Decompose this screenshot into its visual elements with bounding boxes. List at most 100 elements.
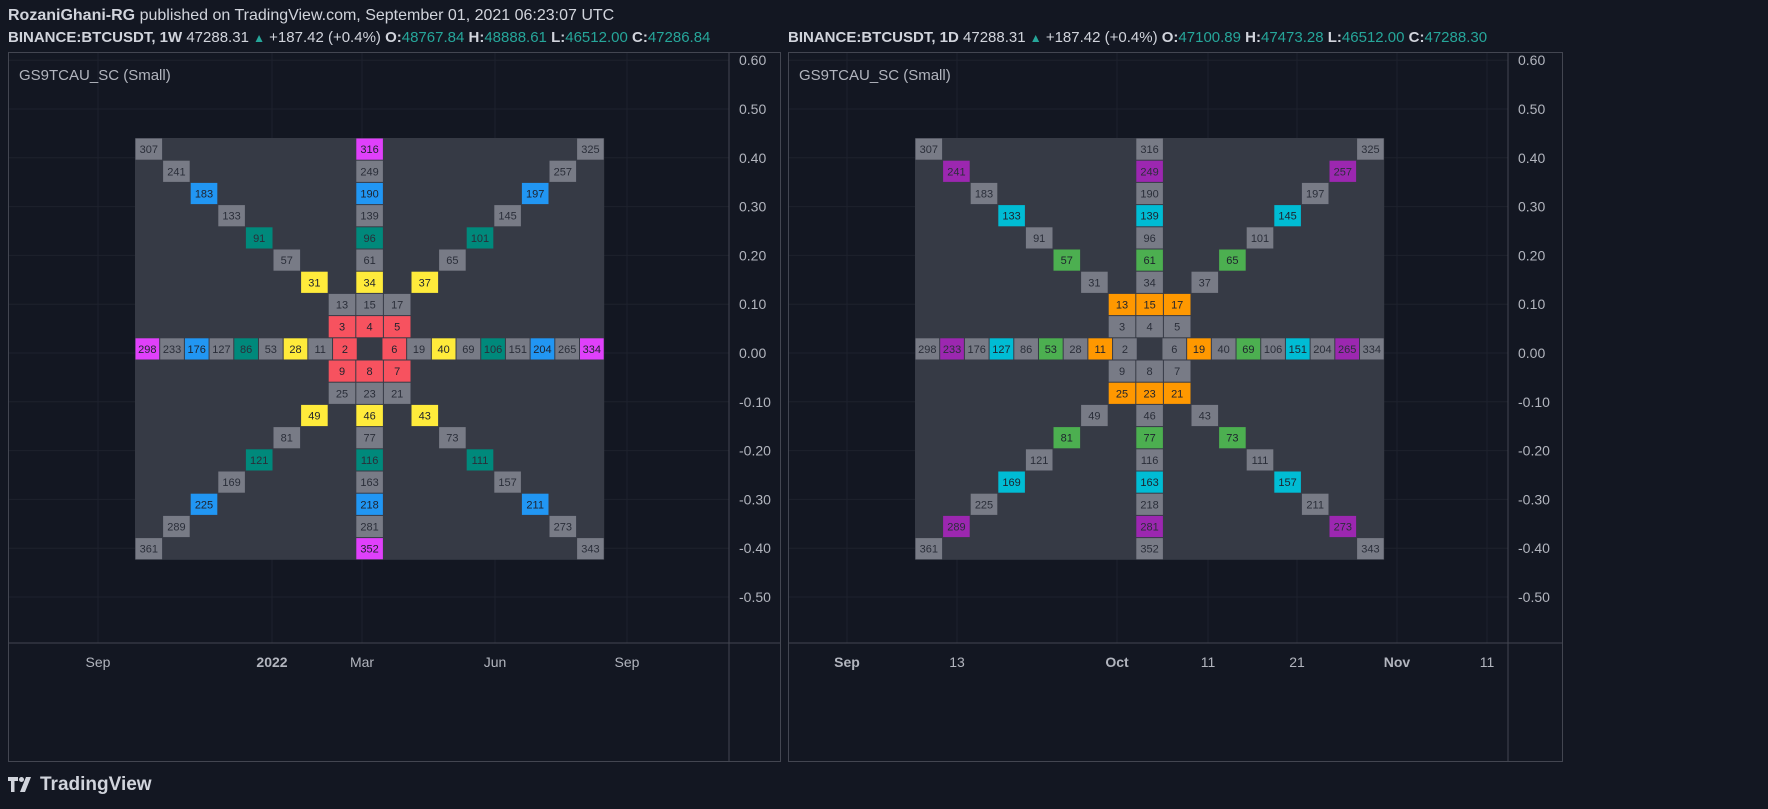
left-quote-line: BINANCE:BTCUSDT, 1W 47288.31 ▲ +187.42 (… — [8, 29, 710, 46]
table-cell-value: 37 — [419, 277, 431, 289]
left-close: 47286.84 — [647, 29, 711, 46]
table-cell-value: 145 — [498, 211, 516, 223]
right-indicator-label[interactable]: GS9TCAU_SC (Small) — [799, 67, 951, 84]
table-cell — [301, 404, 328, 427]
table-cell — [1025, 227, 1053, 249]
table-cell — [245, 227, 273, 249]
table-cell-value: 65 — [446, 255, 458, 267]
table-cell-value: 176 — [968, 344, 986, 356]
table-cell — [466, 449, 494, 471]
table-cell-value: 343 — [1361, 544, 1379, 556]
table-cell-value: 265 — [558, 344, 576, 356]
table-cell — [1108, 316, 1136, 338]
x-tick-label: Jun — [484, 654, 507, 670]
table-cell — [943, 515, 970, 538]
table-cell-value: 241 — [167, 166, 185, 178]
table-cell-value: 73 — [1226, 433, 1238, 445]
table-cell-value: 183 — [975, 189, 993, 201]
y-tick-label: -0.10 — [1518, 394, 1550, 410]
y-tick-label: 0.30 — [1518, 199, 1545, 215]
left-open: 48767.84 — [401, 29, 465, 46]
table-cell-value: 17 — [1171, 300, 1183, 312]
up-arrow-icon: ▲ — [253, 31, 265, 45]
right-quote-line: BINANCE:BTCUSDT, 1D 47288.31 ▲ +187.42 (… — [788, 29, 1487, 46]
table-cell — [356, 360, 383, 382]
table-cell — [521, 182, 549, 205]
table-cell — [549, 160, 577, 182]
table-cell-value: 116 — [1141, 455, 1159, 467]
table-cell-value: 28 — [289, 344, 301, 356]
left-indicator-label[interactable]: GS9TCAU_SC (Small) — [19, 67, 171, 84]
table-cell-value: 111 — [472, 455, 489, 467]
right-high: 47473.28 — [1261, 29, 1324, 46]
table-cell — [383, 316, 411, 338]
table-cell-value: 2 — [1122, 344, 1128, 356]
table-cell-value: 139 — [1140, 211, 1158, 223]
table-cell — [580, 338, 604, 360]
table-cell — [383, 382, 411, 404]
y-tick-label: -0.20 — [1518, 443, 1550, 459]
table-cell-value: 86 — [240, 344, 252, 356]
left-chart-svg[interactable]: 0.60 0.50 0.40 0.30 0.20 0.10 0.00 -0.10 -0.20 -0… — [9, 53, 781, 762]
right-symbol[interactable]: BINANCE:BTCUSDT, 1D — [788, 29, 959, 46]
table-cell — [1163, 360, 1191, 382]
table-cell — [466, 227, 494, 249]
table-cell-value: 7 — [394, 366, 400, 378]
table-cell — [356, 182, 383, 205]
table-cell-value: 127 — [212, 344, 230, 356]
table-cell-value: 190 — [1140, 189, 1158, 201]
table-cell-value: 40 — [438, 344, 450, 356]
table-cell-value: 249 — [1140, 166, 1158, 178]
y-tick-label: 0.40 — [739, 150, 766, 166]
table-cell — [998, 471, 1025, 493]
table-cell-value: 34 — [363, 277, 375, 289]
tradingview-logo[interactable]: TradingView — [8, 774, 152, 796]
table-cell-value: 43 — [419, 411, 431, 423]
table-cell — [356, 138, 383, 160]
left-chart-panel[interactable]: 0.60 0.50 0.40 0.30 0.20 0.10 0.00 -0.10 -0.20 -0… — [8, 52, 781, 762]
right-open: 47100.89 — [1178, 29, 1241, 46]
table-cell — [505, 338, 530, 360]
table-cell-value: 19 — [413, 344, 425, 356]
table-cell-value: 361 — [140, 544, 158, 556]
table-cell — [1191, 404, 1219, 427]
table-cell — [328, 360, 356, 382]
table-cell-value: 13 — [1116, 300, 1128, 312]
table-cell — [218, 471, 245, 493]
table-cell-value: 8 — [367, 366, 373, 378]
y-tick-label: -0.20 — [739, 443, 771, 459]
y-tick-label: 0.20 — [1518, 247, 1545, 263]
table-cell — [356, 382, 383, 404]
table-cell — [1038, 338, 1063, 360]
table-cell-value: 197 — [526, 189, 544, 201]
left-symbol[interactable]: BINANCE:BTCUSDT, 1W — [8, 29, 183, 46]
x-tick-label: Oct — [1105, 654, 1129, 670]
table-cell-value: 325 — [1361, 144, 1379, 156]
right-chart-svg[interactable]: 0.60 0.50 0.40 0.30 0.20 0.10 0.00 -0.10 -0.20 -0… — [789, 53, 1563, 762]
table-cell — [328, 382, 356, 404]
table-cell — [411, 404, 439, 427]
table-cell-value: 211 — [526, 499, 544, 511]
table-cell-value: 289 — [167, 522, 185, 534]
table-cell-value: 96 — [1143, 233, 1155, 245]
left-low-label: L: — [551, 29, 566, 46]
table-cell-value: 106 — [484, 344, 502, 356]
table-cell — [1014, 338, 1038, 360]
left-low: 46512.00 — [565, 29, 628, 46]
author-name[interactable]: RozaniGhani-RG — [8, 7, 136, 24]
table-cell-value: 281 — [360, 522, 378, 534]
table-cell-value: 157 — [498, 477, 516, 489]
table-cell-value: 37 — [1199, 277, 1211, 289]
table-cell-value: 225 — [975, 499, 993, 511]
right-chart-panel[interactable]: 0.60 0.50 0.40 0.30 0.20 0.10 0.00 -0.10 -0.20 -0… — [788, 52, 1563, 762]
table-cell — [1136, 271, 1163, 293]
table-cell-value: 225 — [195, 499, 213, 511]
table-cell — [356, 538, 383, 560]
table-cell — [1025, 449, 1053, 471]
table-cell-value: 273 — [554, 522, 572, 534]
table-cell — [1360, 338, 1384, 360]
x-tick-label: Nov — [1384, 654, 1411, 670]
table-cell — [1219, 427, 1246, 449]
table-cell-value: 25 — [336, 388, 348, 400]
table-cell — [135, 538, 163, 560]
